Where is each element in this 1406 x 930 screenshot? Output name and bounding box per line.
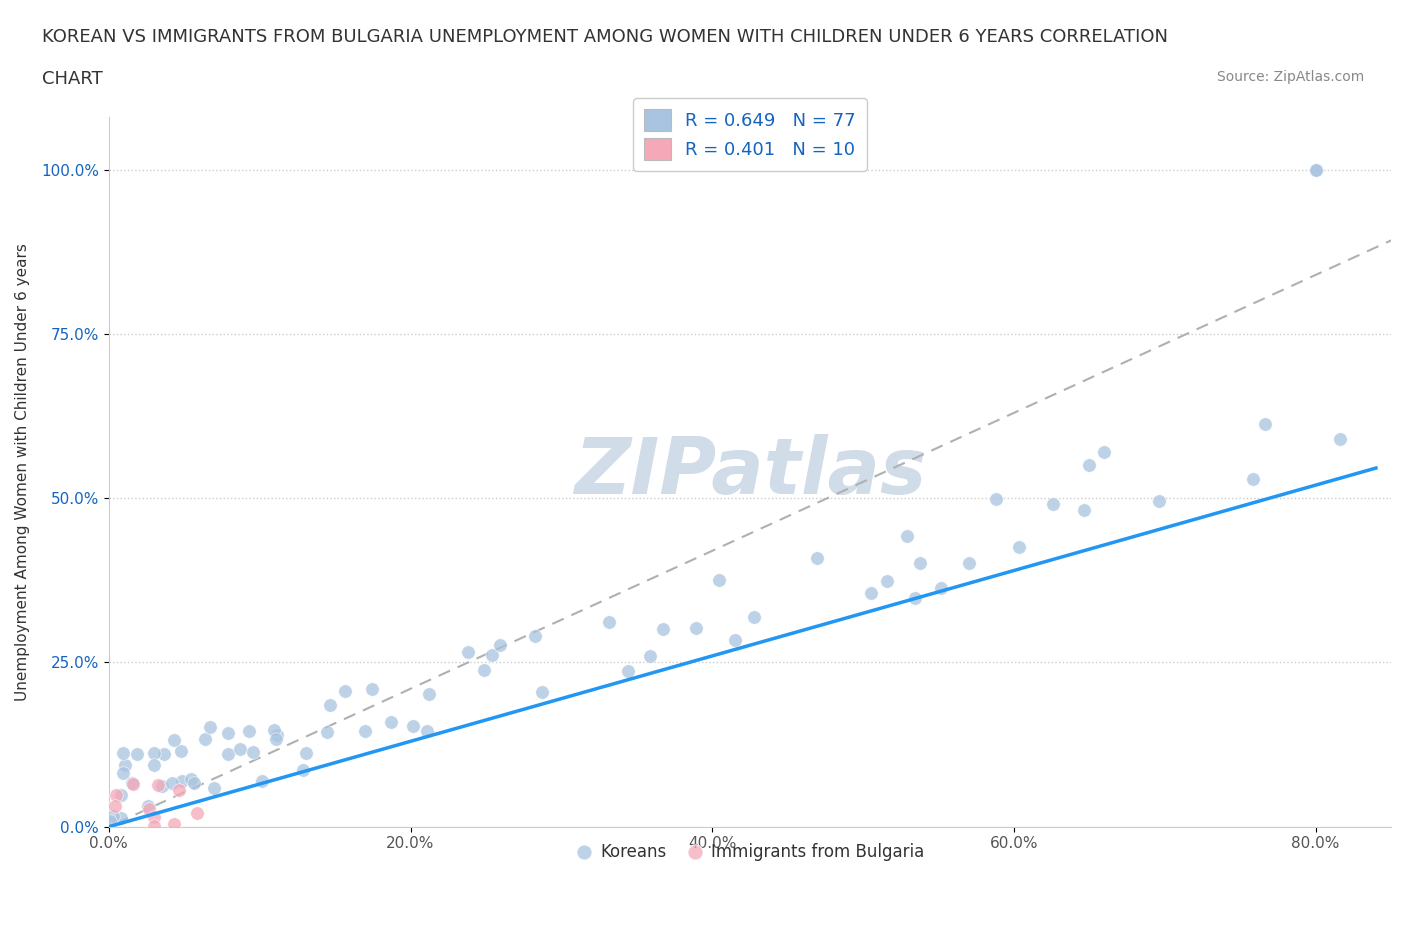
Point	[319, 698, 342, 712]
Point	[416, 724, 439, 738]
Point	[295, 745, 318, 760]
Point	[742, 610, 765, 625]
Point	[929, 581, 952, 596]
Point	[489, 638, 512, 653]
Point	[685, 620, 707, 635]
Point	[402, 718, 425, 733]
Point	[1305, 163, 1327, 178]
Point	[1073, 502, 1095, 517]
Point	[242, 745, 264, 760]
Point	[724, 632, 747, 647]
Point	[186, 806, 208, 821]
Point	[160, 776, 183, 790]
Point	[457, 644, 479, 659]
Point	[228, 741, 250, 756]
Point	[238, 724, 260, 738]
Point	[110, 788, 132, 803]
Point	[198, 719, 221, 734]
Point	[859, 586, 882, 601]
Point	[103, 809, 125, 824]
Point	[169, 782, 191, 797]
Point	[1042, 497, 1064, 512]
Point	[481, 647, 503, 662]
Point	[266, 727, 288, 742]
Point	[250, 774, 273, 789]
Point	[138, 802, 160, 817]
Point	[104, 788, 127, 803]
Point	[652, 622, 675, 637]
Point	[876, 574, 898, 589]
Point	[111, 765, 134, 780]
Point	[110, 810, 132, 825]
Point	[957, 556, 980, 571]
Point	[169, 743, 191, 758]
Point	[138, 799, 160, 814]
Point	[163, 817, 186, 831]
Point	[111, 746, 134, 761]
Point	[143, 746, 166, 761]
Point	[640, 648, 662, 663]
Point	[806, 551, 828, 565]
Point	[1241, 472, 1264, 486]
Point	[217, 725, 239, 740]
Point	[114, 757, 136, 772]
Point	[121, 776, 143, 790]
Point	[291, 763, 314, 777]
Point	[1149, 493, 1171, 508]
Point	[896, 529, 918, 544]
Point	[908, 556, 931, 571]
Point	[153, 746, 176, 761]
Point	[180, 771, 202, 786]
Point	[1092, 445, 1115, 459]
Point	[1254, 416, 1277, 431]
Point	[122, 777, 145, 791]
Text: KOREAN VS IMMIGRANTS FROM BULGARIA UNEMPLOYMENT AMONG WOMEN WITH CHILDREN UNDER : KOREAN VS IMMIGRANTS FROM BULGARIA UNEMP…	[42, 28, 1168, 46]
Y-axis label: Unemployment Among Women with Children Under 6 years: Unemployment Among Women with Children U…	[15, 243, 30, 701]
Text: ZIPatlas: ZIPatlas	[574, 434, 927, 510]
Legend: Koreans, Immigrants from Bulgaria: Koreans, Immigrants from Bulgaria	[568, 837, 931, 868]
Point	[1078, 458, 1101, 472]
Point	[194, 731, 217, 746]
Point	[598, 614, 620, 629]
Point	[143, 818, 166, 833]
Point	[100, 814, 122, 829]
Point	[418, 686, 440, 701]
Point	[104, 799, 127, 814]
Point	[335, 684, 357, 698]
Point	[1008, 539, 1031, 554]
Point	[523, 629, 546, 644]
Point	[904, 591, 927, 605]
Point	[217, 747, 239, 762]
Point	[474, 663, 496, 678]
Point	[380, 714, 402, 729]
Point	[143, 757, 166, 772]
Point	[125, 747, 148, 762]
Point	[202, 781, 225, 796]
Point	[353, 724, 375, 739]
Text: CHART: CHART	[42, 70, 103, 87]
Point	[361, 681, 384, 696]
Point	[163, 733, 186, 748]
Point	[616, 664, 638, 679]
Point	[146, 777, 169, 792]
Point	[530, 684, 553, 699]
Point	[143, 809, 166, 824]
Point	[183, 776, 205, 790]
Text: Source: ZipAtlas.com: Source: ZipAtlas.com	[1216, 70, 1364, 84]
Point	[984, 492, 1007, 507]
Point	[1305, 163, 1327, 178]
Point	[707, 572, 730, 587]
Point	[316, 725, 339, 740]
Point	[150, 778, 173, 793]
Point	[1329, 432, 1351, 446]
Point	[263, 723, 285, 737]
Point	[170, 774, 193, 789]
Point	[264, 732, 287, 747]
